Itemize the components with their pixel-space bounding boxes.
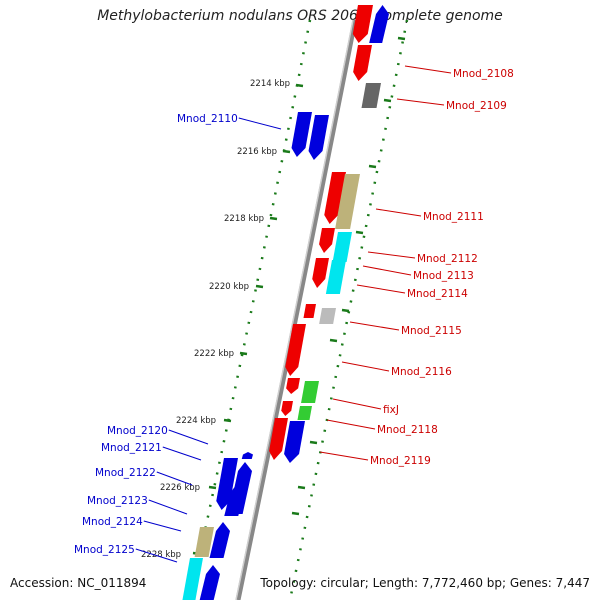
label-leader (168, 429, 209, 445)
left-scale-line (188, 19, 312, 600)
label-leader (319, 451, 369, 461)
gene-arrow (325, 260, 346, 294)
gene-arrow (361, 83, 381, 108)
scale-ticks: 2214 kbp 2216 kbp 2218 kbp 2220 kbp 2222 kbp… (141, 19, 409, 600)
topology-text: Topology: circular; Length: 7,772,460 bp… (260, 576, 590, 590)
genome-title: Methylobacterium nodulans ORS 2060, comp… (97, 8, 503, 24)
label-leader (143, 520, 182, 532)
gene-arrow (332, 232, 352, 262)
gene-arrow (301, 381, 319, 403)
gene-arrow (216, 458, 238, 510)
label-leader (156, 471, 193, 486)
label-leader (341, 361, 390, 372)
gene-arrow (312, 258, 329, 288)
label-leader (332, 398, 382, 410)
gene-arrow (281, 401, 293, 416)
gene-arrow (324, 172, 346, 224)
scale-tick (269, 216, 278, 221)
gene-arrow (199, 565, 220, 600)
left-gene-label: Mnod_2125 (74, 544, 135, 556)
scale-tick (295, 83, 304, 88)
scale-tick (297, 485, 306, 490)
gene-labels: Mnod_2108 Mnod_2109 Mnod_2111 Mnod_2112 Mnod… (74, 65, 514, 563)
right-gene-label: Mnod_2114 (407, 288, 468, 300)
scale-tick (329, 338, 338, 343)
gene-arrow (319, 308, 336, 324)
gene-arrow (369, 5, 389, 43)
gene-arrow (291, 112, 312, 157)
label-leader (356, 284, 406, 294)
gene-arrow (319, 228, 335, 253)
scale-tick (208, 485, 217, 490)
left-gene-label: Mnod_2123 (87, 495, 148, 507)
scale-tick (383, 98, 392, 103)
scale-label: 2220 kbp (209, 282, 249, 292)
scale-tick (282, 149, 291, 154)
gene-arrow (284, 421, 305, 463)
gene-arrow (224, 484, 244, 516)
right-gene-label: fixJ (383, 404, 399, 416)
right-gene-label: Mnod_2116 (391, 366, 452, 378)
scale-tick (255, 284, 264, 289)
gene-arrow (297, 406, 312, 420)
gene-arrow (285, 324, 306, 376)
scale-tick (291, 511, 300, 516)
scale-label: 2214 kbp (250, 79, 290, 89)
gene-features (182, 5, 389, 600)
right-scale-line (288, 19, 409, 600)
scale-label: 2216 kbp (237, 147, 277, 157)
gene-arrow (182, 558, 203, 600)
gene-arrow (335, 174, 360, 229)
right-gene-label: Mnod_2112 (417, 253, 478, 265)
label-leader (367, 251, 416, 259)
scale-tick (239, 351, 248, 356)
gene-arrow (269, 418, 288, 460)
right-gene-label: Mnod_2119 (370, 455, 431, 467)
gene-arrow (194, 527, 214, 557)
genome-backbone (235, 19, 358, 600)
left-gene-label: Mnod_2124 (82, 516, 143, 528)
scale-label: 2228 kbp (141, 550, 181, 560)
scale-label: 2224 kbp (176, 416, 216, 426)
right-gene-label: Mnod_2108 (453, 68, 514, 80)
left-gene-label: Mnod_2110 (177, 113, 238, 125)
accession-text: Accession: NC_011894 (10, 576, 147, 590)
gene-arrow (303, 304, 316, 318)
gene-arrow (308, 115, 329, 160)
label-leader (362, 265, 412, 276)
genome-backbone-highlight (235, 19, 354, 600)
gene-arrow (353, 45, 372, 81)
label-leader (238, 117, 282, 130)
gene-arrow (241, 452, 253, 459)
gene-arrow (286, 378, 300, 394)
label-leader (135, 548, 178, 563)
right-gene-label: Mnod_2113 (413, 270, 474, 282)
label-leader (404, 65, 452, 74)
label-leader (396, 98, 445, 106)
right-gene-label: Mnod_2109 (446, 100, 507, 112)
left-gene-label: Mnod_2121 (101, 442, 162, 454)
label-leader (148, 499, 188, 515)
left-gene-label: Mnod_2120 (107, 425, 168, 437)
scale-tick (341, 308, 350, 313)
label-leader (375, 208, 422, 217)
label-leader (162, 446, 202, 461)
scale-tick (368, 164, 377, 169)
scale-tick (309, 440, 318, 445)
left-gene-label: Mnod_2122 (95, 467, 156, 479)
scale-tick (223, 418, 232, 423)
gene-arrow (352, 5, 373, 43)
right-gene-label: Mnod_2111 (423, 211, 484, 223)
scale-tick (397, 36, 406, 41)
scale-tick (355, 230, 364, 235)
scale-label: 2218 kbp (224, 214, 264, 224)
right-gene-label: Mnod_2118 (377, 424, 438, 436)
label-leader (326, 419, 376, 430)
right-gene-label: Mnod_2115 (401, 325, 462, 337)
scale-label: 2226 kbp (160, 483, 200, 493)
gene-arrow (209, 522, 230, 558)
label-leader (349, 321, 400, 331)
scale-label: 2222 kbp (194, 349, 234, 359)
